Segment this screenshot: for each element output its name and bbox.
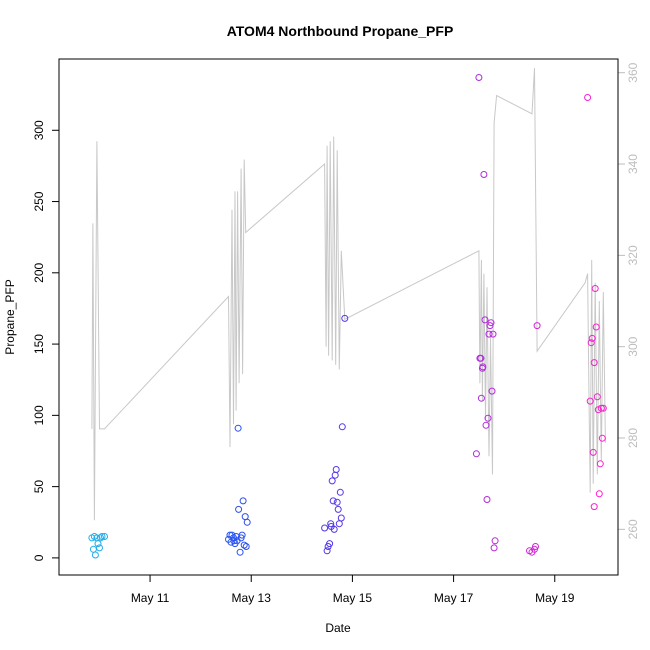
data-point	[588, 334, 596, 342]
y-tick-label: 0	[32, 554, 46, 561]
data-point	[491, 537, 499, 545]
data-point	[332, 466, 340, 473]
data-point	[98, 533, 106, 540]
data-point	[238, 531, 246, 539]
data-point	[598, 434, 606, 442]
data-point	[472, 450, 480, 458]
data-point	[475, 74, 483, 81]
data-point	[490, 544, 498, 552]
data-point	[592, 323, 600, 331]
data-point	[329, 497, 337, 505]
data-point	[484, 414, 492, 422]
data-point	[240, 541, 248, 549]
data-point	[243, 518, 251, 526]
data-point	[333, 498, 341, 506]
y-tick-label: 200	[32, 262, 46, 282]
data-point	[242, 543, 250, 550]
data-point	[532, 543, 539, 550]
plot-border	[58, 58, 619, 576]
data-point	[485, 330, 493, 338]
data-point	[91, 551, 99, 559]
data-point	[239, 497, 247, 505]
data-point	[596, 460, 604, 468]
data-point	[587, 339, 595, 347]
data-point	[226, 531, 234, 539]
data-point	[482, 421, 490, 429]
data-point	[96, 544, 103, 552]
x-tick-label: May 15	[333, 591, 373, 605]
data-point	[597, 404, 605, 412]
data-point	[230, 537, 238, 545]
x-tick-label: May 11	[131, 591, 170, 605]
data-point	[586, 397, 594, 405]
y2-tick-label: 260	[626, 519, 640, 539]
data-point	[234, 424, 242, 432]
data-point	[486, 322, 494, 330]
data-point	[321, 524, 329, 532]
plot-area: 0 50 100 150 200 250 300 260 280 300 320 340 360 May …	[32, 62, 640, 605]
data-point	[590, 503, 598, 511]
data-point	[481, 316, 489, 324]
data-point	[589, 448, 597, 456]
data-point	[489, 330, 497, 338]
y2-tick-label: 360	[626, 62, 640, 82]
data-point	[97, 534, 104, 542]
data-point	[89, 545, 97, 553]
data-point	[236, 548, 244, 556]
y2-tick-label: 300	[626, 336, 640, 356]
data-point	[595, 490, 603, 498]
data-point	[336, 488, 344, 496]
data-point	[593, 393, 601, 401]
data-point	[331, 471, 339, 479]
data-point	[483, 496, 491, 503]
data-point	[488, 387, 496, 395]
data-point	[533, 322, 541, 330]
y-tick-label: 150	[32, 334, 46, 354]
y2-tick-label: 280	[626, 428, 640, 448]
data-point	[338, 423, 346, 431]
data-point	[235, 505, 243, 513]
concentration-line	[91, 68, 606, 521]
data-point	[590, 359, 598, 367]
data-point	[480, 171, 488, 178]
data-point	[337, 514, 345, 522]
data-point	[584, 94, 592, 101]
x-tick-label: May 17	[434, 591, 474, 605]
data-point	[101, 533, 108, 540]
data-point	[477, 394, 485, 402]
data-point	[241, 513, 249, 521]
y-axis-label: Propane_PFP	[3, 279, 17, 354]
y-tick-label: 100	[32, 405, 46, 425]
x-axis-label: Date	[325, 621, 351, 635]
y-tick-label: 250	[32, 191, 46, 211]
data-point	[323, 547, 331, 555]
y-tick-label: 300	[32, 120, 46, 140]
data-point	[94, 540, 102, 548]
y-tick-label: 50	[32, 480, 46, 494]
data-point	[477, 354, 485, 362]
x-tick-label: May 19	[535, 591, 575, 605]
data-point	[591, 285, 599, 292]
y2-tick-label: 320	[626, 245, 640, 265]
data-point	[327, 520, 335, 528]
data-point	[479, 363, 487, 371]
data-point	[335, 520, 343, 528]
x-tick-label: May 13	[232, 591, 272, 605]
y2-tick-label: 340	[626, 154, 640, 174]
data-point	[328, 477, 336, 485]
data-point	[487, 319, 495, 327]
chart-title: ATOM4 Northbound Propane_PFP	[227, 23, 454, 39]
data-point	[341, 314, 349, 322]
data-point	[599, 404, 607, 412]
data-point	[326, 540, 334, 548]
data-point	[334, 505, 342, 513]
data-point	[327, 523, 335, 530]
